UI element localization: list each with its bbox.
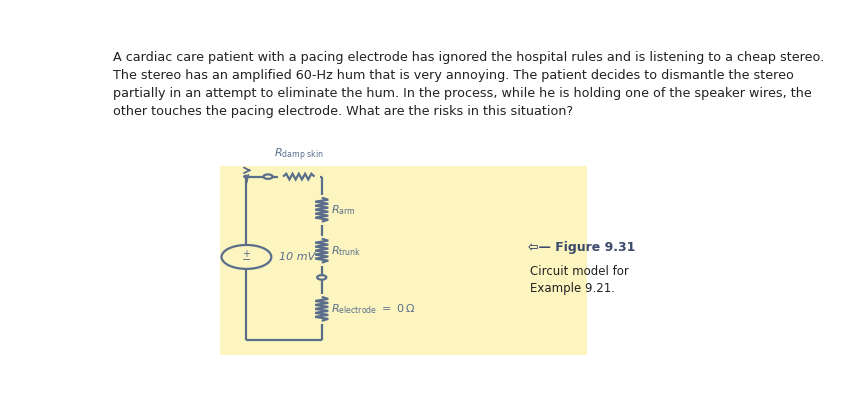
- Text: $R_{\rm electrode}\ =\ 0\,\Omega$: $R_{\rm electrode}\ =\ 0\,\Omega$: [331, 302, 415, 316]
- Text: +: +: [242, 249, 250, 259]
- Text: Circuit model for: Circuit model for: [529, 265, 628, 278]
- Text: $R_{\rm trunk}$: $R_{\rm trunk}$: [331, 244, 361, 258]
- Circle shape: [221, 245, 271, 269]
- Text: A cardiac care patient with a pacing electrode has ignored the hospital rules an: A cardiac care patient with a pacing ele…: [113, 51, 824, 118]
- Text: Example 9.21.: Example 9.21.: [529, 282, 614, 295]
- Circle shape: [316, 275, 326, 280]
- Text: −: −: [241, 255, 251, 265]
- Circle shape: [244, 175, 249, 178]
- Text: I: I: [246, 173, 249, 187]
- Text: ⇦— Figure 9.31: ⇦— Figure 9.31: [528, 241, 635, 254]
- Circle shape: [263, 174, 273, 179]
- FancyBboxPatch shape: [220, 166, 587, 355]
- Text: $R_{\rm damp\ skin}$: $R_{\rm damp\ skin}$: [273, 147, 323, 164]
- Text: 10 mV: 10 mV: [279, 252, 315, 262]
- Text: $R_{\rm arm}$: $R_{\rm arm}$: [331, 203, 355, 217]
